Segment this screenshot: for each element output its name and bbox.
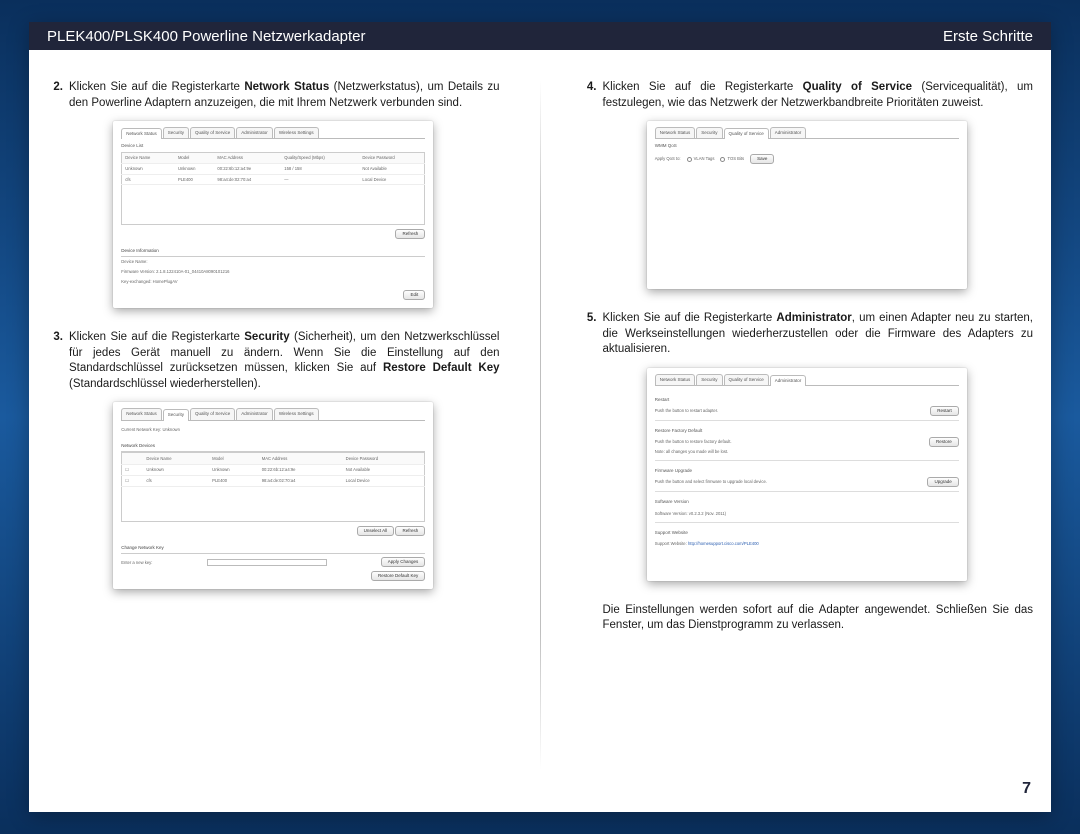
key-exchanged: Key-exchanged: HomePlugAV: [121, 277, 425, 287]
factory-header: Restore Factory Default: [655, 428, 959, 434]
factory-text-2: Note: all changes you made will be lost.: [655, 447, 929, 457]
screenshot-qos: Network Status Security Quality of Servi…: [647, 121, 967, 289]
firmware-text: Push the button and select firmware to u…: [655, 477, 928, 487]
tab-qos: Quality of Service: [190, 127, 235, 138]
restart-text: Push the button to restart adapter.: [655, 406, 930, 416]
tab-network-status: Network Status: [121, 128, 162, 139]
network-devices-label: Network Devices: [121, 440, 425, 452]
tab-network-status: Network Status: [655, 374, 696, 385]
closing-text: Die Einstellungen werden sofort auf die …: [581, 603, 1034, 634]
header-title-left: PLEK400/PLSK400 Powerline Netzwerkadapte…: [47, 28, 366, 45]
firmware-version: Firmware Version: 2.1.8.122410A-01_04410…: [121, 267, 425, 277]
upgrade-button: Upgrade: [927, 477, 958, 487]
factory-text-1: Push the button to restore factory defau…: [655, 437, 929, 447]
tab-wireless: Wireless Settings: [274, 408, 319, 419]
tab-security: Security: [696, 127, 722, 138]
security-table: Device Name Model MAC Address Device Pas…: [121, 452, 425, 522]
table-row: cfs PLE400 98:a4:de:02:70:a4 — Local Dev…: [122, 174, 425, 185]
step-text: Klicken Sie auf die Registerkarte Networ…: [69, 80, 500, 111]
table-row: Unknown Unknown 00:22:6b:12:a4:9e 158 / …: [122, 163, 425, 174]
save-button: Save: [750, 154, 774, 164]
edit-button: Edit: [403, 290, 425, 300]
step-3: 3. Klicken Sie auf die Registerkarte Sec…: [47, 330, 500, 392]
step-2: 2. Klicken Sie auf die Registerkarte Net…: [47, 80, 500, 111]
tab-admin: Administrator: [770, 127, 807, 138]
tab-network-status: Network Status: [655, 127, 696, 138]
support-label: Support Website:: [655, 541, 687, 546]
radio-icon: [720, 157, 725, 162]
tab-admin: Administrator: [236, 408, 273, 419]
tab-security: Security: [696, 374, 722, 385]
column-divider: [540, 80, 541, 770]
page-header: PLEK400/PLSK400 Powerline Netzwerkadapte…: [29, 22, 1051, 50]
step-4: 4. Klicken Sie auf die Registerkarte Qua…: [581, 80, 1034, 111]
tab-security: Security: [163, 409, 189, 420]
tab-row: Network Status Security Quality of Servi…: [655, 127, 959, 139]
restore-button: Restore: [929, 437, 959, 447]
content-columns: 2. Klicken Sie auf die Registerkarte Net…: [29, 50, 1051, 770]
unselect-all-button: Unselect All: [357, 526, 395, 536]
screenshot-administrator: Network Status Security Quality of Servi…: [647, 368, 967, 581]
support-url: http://homesupport.cisco.com/PLE400: [688, 541, 759, 546]
tab-network-status: Network Status: [121, 408, 162, 419]
table-row: ☐ Unknown Unknown 00:22:6b:12:a4:9e Not …: [122, 464, 425, 475]
device-list-label: Device List: [121, 143, 425, 149]
restart-button: Restart: [930, 406, 959, 416]
apply-qos-label: Apply QoS to:: [655, 156, 681, 162]
step-text: Klicken Sie auf die Registerkarte Securi…: [69, 330, 500, 392]
step-number: 3.: [47, 330, 63, 392]
refresh-button: Refresh: [395, 526, 425, 536]
tab-qos: Quality of Service: [724, 374, 769, 385]
tab-row: Network Status Security Quality of Servi…: [121, 127, 425, 139]
new-key-label: Enter a new key:: [121, 558, 152, 568]
tab-security: Security: [163, 127, 189, 138]
device-info-header: Device Information: [121, 245, 425, 257]
screenshot-security: Network Status Security Quality of Servi…: [113, 402, 433, 589]
software-version: Software Version: v0.2.3.2 (Nov. 2011): [655, 509, 959, 519]
device-table: Device Name Model MAC Address Quality/Sp…: [121, 152, 425, 225]
left-column: 2. Klicken Sie auf die Registerkarte Net…: [47, 80, 500, 770]
right-column: 4. Klicken Sie auf die Registerkarte Qua…: [581, 80, 1034, 770]
tab-row: Network Status Security Quality of Servi…: [121, 408, 425, 420]
step-text: Klicken Sie auf die Registerkarte Admini…: [603, 311, 1034, 358]
header-title-right: Erste Schritte: [943, 28, 1033, 45]
tab-row: Network Status Security Quality of Servi…: [655, 374, 959, 386]
change-key-header: Change Network Key: [121, 542, 425, 554]
tab-admin: Administrator: [770, 375, 807, 386]
tab-qos: Quality of Service: [724, 128, 769, 139]
restart-header: Restart: [655, 397, 959, 403]
software-version-header: Software Version: [655, 499, 959, 505]
page-number: 7: [1022, 780, 1031, 798]
device-name-label: Device Name:: [121, 257, 425, 267]
step-5: 5. Klicken Sie auf die Registerkarte Adm…: [581, 311, 1034, 358]
radio-icon: [687, 157, 692, 162]
apply-changes-button: Apply Changes: [381, 557, 426, 567]
step-number: 5.: [581, 311, 597, 358]
restore-default-key-button: Restore Default Key: [371, 571, 425, 581]
step-number: 2.: [47, 80, 63, 111]
step-number: 4.: [581, 80, 597, 111]
firmware-header: Firmware Upgrade: [655, 468, 959, 474]
table-row: ☐ cfs PLE400 98:a4:de:02:70:a4 Local Dev…: [122, 475, 425, 486]
support-header: Support Website: [655, 530, 959, 536]
refresh-button: Refresh: [395, 229, 425, 239]
tab-wireless: Wireless Settings: [274, 127, 319, 138]
screenshot-network-status: Network Status Security Quality of Servi…: [113, 121, 433, 308]
tab-qos: Quality of Service: [190, 408, 235, 419]
tab-admin: Administrator: [236, 127, 273, 138]
new-key-input: [207, 559, 327, 566]
manual-page: PLEK400/PLSK400 Powerline Netzwerkadapte…: [29, 22, 1051, 812]
current-key: Current Network Key: Unknown: [121, 425, 425, 435]
wmm-label: WMM QoS: [655, 143, 959, 149]
step-text: Klicken Sie auf die Registerkarte Qualit…: [603, 80, 1034, 111]
